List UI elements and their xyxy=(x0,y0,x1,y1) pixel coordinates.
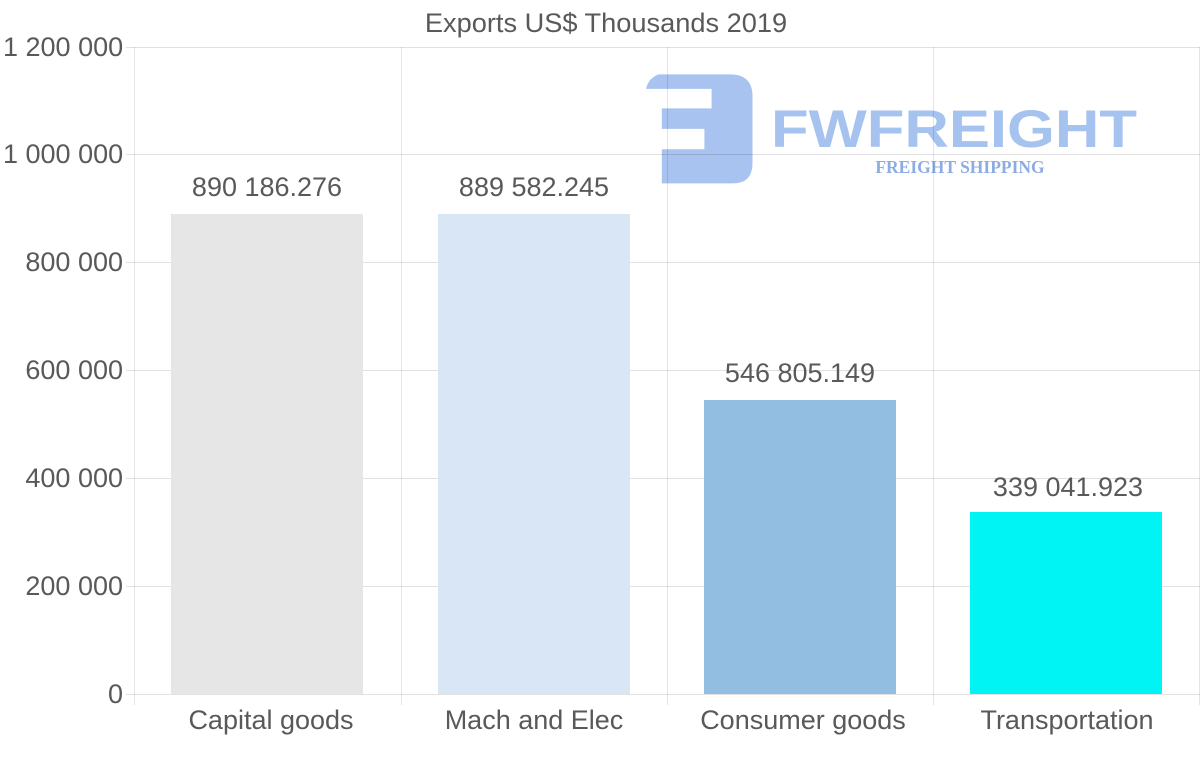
svg-text:FWFREIGHT: FWFREIGHT xyxy=(771,100,1137,159)
svg-text:FREIGHT SHIPPING: FREIGHT SHIPPING xyxy=(875,157,1045,177)
